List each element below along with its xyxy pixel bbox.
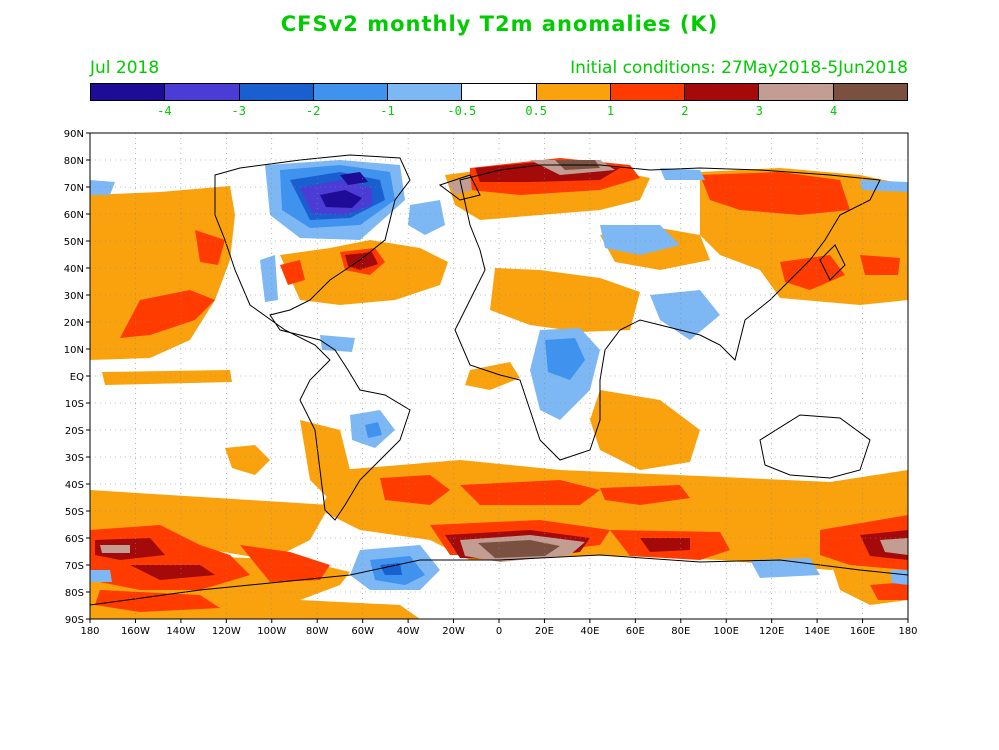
valid-month-label: Jul 2018	[90, 58, 160, 78]
colorbar-label: 0.5	[525, 104, 548, 118]
lon-tick-label: 100E	[714, 626, 739, 637]
lon-tick-label: 160W	[121, 626, 150, 637]
anomaly-extreme-areas	[100, 160, 908, 562]
lon-tick-label: 40E	[580, 626, 599, 637]
latitude-ticks: 90N 80N 70N 60N 50N 40N 30N 20N 10N EQ 10S 20S 30S 40…	[64, 129, 90, 626]
lon-tick-label: 100W	[257, 626, 286, 637]
colorbar-box	[610, 84, 686, 100]
colorbar-label: -4	[157, 104, 172, 118]
lat-tick-label: 10S	[65, 399, 84, 410]
colorbar-label: -1	[380, 104, 395, 118]
lat-tick-label: 80N	[64, 156, 84, 167]
map-title: CFSv2 monthly T2m anomalies (K)	[280, 12, 719, 36]
colorbar-label: -2	[305, 104, 321, 118]
lon-tick-label: 80W	[306, 626, 329, 637]
colorbar-labels: -4 -3 -2 -1 -0.5 0.5 1 2 3 4	[90, 104, 908, 120]
lon-tick-label: 60W	[351, 626, 374, 637]
lat-tick-label: 70S	[65, 561, 84, 572]
colorbar-box	[239, 84, 314, 100]
longitude-ticks: 180 160W 140W 120W 100W 80W 60W 40W 20W 0 20E 40E 60…	[80, 619, 918, 637]
lon-tick-label: 140E	[804, 626, 829, 637]
lat-tick-label: 20S	[65, 426, 84, 437]
anomaly-field	[90, 133, 908, 619]
colorbar-box	[833, 84, 907, 100]
lat-tick-label: 60S	[65, 534, 84, 545]
lat-tick-label: 90N	[64, 129, 84, 140]
colorbar-label: -0.5	[447, 104, 477, 118]
lat-tick-label: 30N	[64, 291, 84, 302]
lon-tick-label: 60E	[626, 626, 645, 637]
lat-tick-label: 60N	[64, 210, 84, 221]
lat-tick-label: 40N	[64, 264, 84, 275]
lon-tick-label: 160E	[850, 626, 875, 637]
colorbar-label: 2	[681, 104, 689, 118]
colorbar-box	[313, 84, 389, 100]
lon-tick-label: 120E	[759, 626, 784, 637]
lat-tick-label: EQ	[70, 372, 84, 383]
lon-tick-label: 180	[898, 626, 917, 637]
lon-tick-label: 80E	[671, 626, 690, 637]
colorbar-box	[462, 84, 537, 100]
lon-tick-label: 40W	[397, 626, 420, 637]
colorbar-legend	[90, 83, 908, 101]
colorbar-box	[165, 84, 240, 100]
lat-tick-label: 50N	[64, 237, 84, 248]
lat-tick-label: 20N	[64, 318, 84, 329]
lon-tick-label: 120W	[212, 626, 241, 637]
lat-tick-label: 30S	[65, 453, 84, 464]
lat-tick-label: 70N	[64, 183, 84, 194]
lon-tick-label: 140W	[166, 626, 195, 637]
colorbar-box	[759, 84, 834, 100]
lon-tick-label: 180	[80, 626, 99, 637]
colorbar-label: -3	[231, 104, 246, 118]
colorbar-box	[685, 84, 760, 100]
colorbar-label: 1	[606, 104, 615, 118]
lat-tick-label: 10N	[64, 345, 84, 356]
lon-tick-label: 20W	[442, 626, 465, 637]
colorbar-label: 3	[755, 104, 763, 118]
initial-conditions-label: Initial conditions: 27May2018-5Jun2018	[570, 58, 908, 78]
lat-tick-label: 80S	[65, 588, 84, 599]
lat-tick-label: 40S	[65, 480, 84, 491]
colorbar-box	[388, 84, 463, 100]
colorbar-label: 4	[830, 104, 838, 118]
lat-tick-label: 90S	[65, 615, 84, 626]
colorbar-box	[91, 84, 166, 100]
colorbar-box	[536, 84, 611, 100]
lat-tick-label: 50S	[65, 507, 84, 518]
gridlines	[90, 133, 908, 619]
lon-tick-label: 0	[496, 626, 502, 637]
anomaly-deepblue-areas	[320, 172, 368, 208]
lon-tick-label: 20E	[535, 626, 554, 637]
